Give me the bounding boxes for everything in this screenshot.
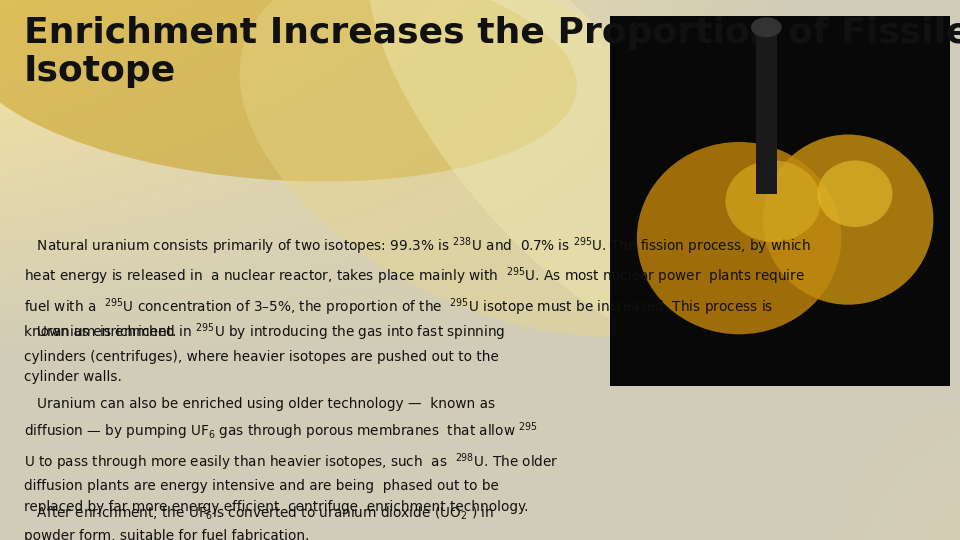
Text: Uranium is enriched in $^{295}$U by introducing the gas into fast spinning
cylin: Uranium is enriched in $^{295}$U by intr… <box>24 321 505 384</box>
Text: Uranium can also be enriched using older technology —  known as
diffusion — by p: Uranium can also be enriched using older… <box>24 397 559 514</box>
Ellipse shape <box>0 0 577 181</box>
Ellipse shape <box>726 160 821 242</box>
Ellipse shape <box>818 160 893 227</box>
Text: After enrichment, the UF$_6$is converted to uranium dioxide (UO$_2$ ) in
powder : After enrichment, the UF$_6$is converted… <box>24 505 494 540</box>
Text: Natural uranium consists primarily of two isotopes: 99.3% is $^{238}$U and  0.7%: Natural uranium consists primarily of tw… <box>24 235 811 339</box>
Ellipse shape <box>240 0 758 337</box>
Ellipse shape <box>368 0 746 349</box>
Text: Enrichment Increases the Proportion of Fissile
Isotope: Enrichment Increases the Proportion of F… <box>24 16 960 88</box>
Ellipse shape <box>763 134 933 305</box>
FancyBboxPatch shape <box>610 16 950 386</box>
Ellipse shape <box>751 17 781 37</box>
Ellipse shape <box>636 142 841 334</box>
FancyBboxPatch shape <box>756 28 777 194</box>
